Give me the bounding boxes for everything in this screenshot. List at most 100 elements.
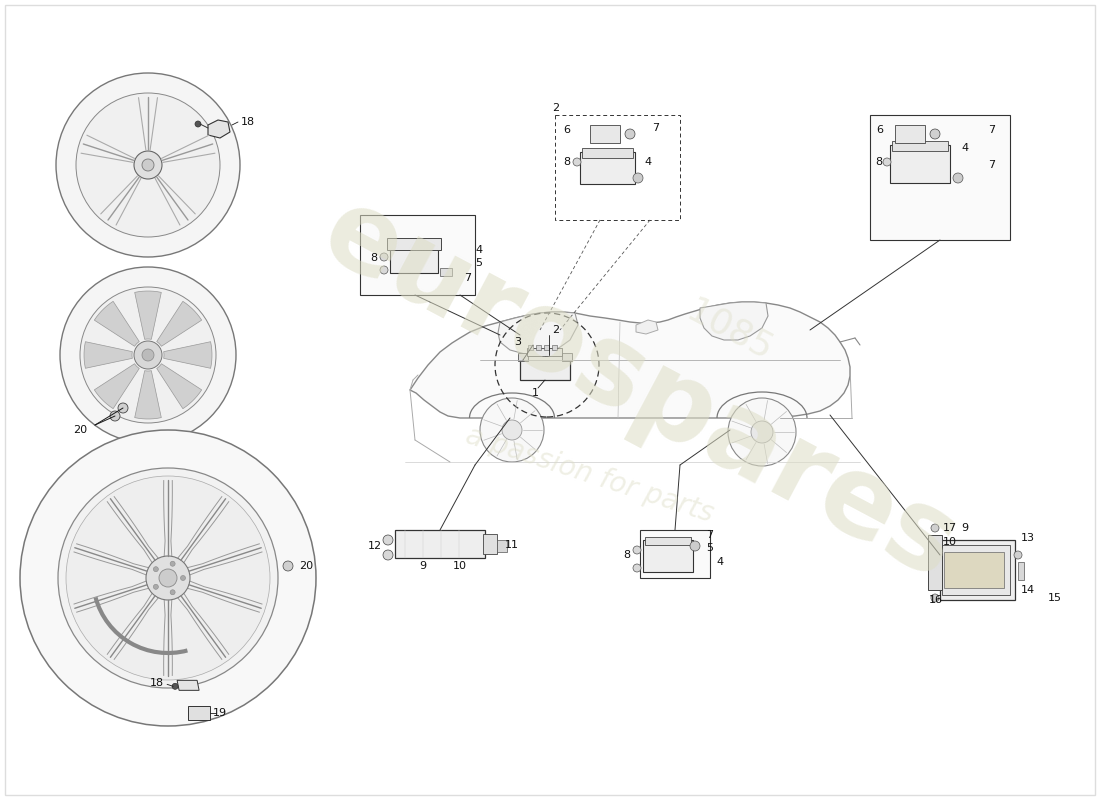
Text: 2: 2 (552, 103, 560, 113)
Circle shape (931, 524, 939, 532)
Text: 16: 16 (930, 595, 943, 605)
Text: 5: 5 (706, 543, 714, 553)
Circle shape (180, 575, 186, 581)
Bar (544, 345, 549, 350)
Circle shape (930, 129, 940, 139)
Circle shape (110, 411, 120, 421)
Circle shape (379, 253, 388, 261)
Text: 18: 18 (150, 678, 164, 688)
Text: 9: 9 (961, 523, 969, 533)
Circle shape (728, 398, 796, 466)
Bar (390, 245, 438, 273)
Polygon shape (636, 320, 658, 334)
Polygon shape (700, 302, 768, 340)
Text: 15: 15 (1048, 593, 1062, 603)
Bar (497, 540, 507, 552)
Bar (1018, 562, 1024, 580)
Text: 8: 8 (624, 550, 630, 560)
Text: 17: 17 (943, 523, 957, 533)
Circle shape (625, 129, 635, 139)
Circle shape (379, 266, 388, 274)
Circle shape (170, 562, 175, 566)
Bar (942, 545, 1010, 595)
Circle shape (146, 556, 190, 600)
Text: 3: 3 (515, 337, 521, 347)
Circle shape (502, 420, 522, 440)
Text: 4: 4 (716, 557, 724, 567)
Bar (387, 238, 441, 250)
Circle shape (480, 398, 544, 462)
Bar (940, 540, 1015, 600)
Circle shape (142, 349, 154, 361)
Circle shape (118, 403, 128, 413)
Circle shape (56, 73, 240, 257)
Circle shape (931, 594, 939, 602)
Circle shape (690, 541, 700, 551)
Text: 7: 7 (989, 160, 996, 170)
Text: 8: 8 (876, 157, 882, 167)
Polygon shape (177, 680, 199, 690)
Bar (483, 534, 497, 554)
Polygon shape (134, 291, 162, 339)
Circle shape (134, 151, 162, 179)
Bar (644, 540, 693, 572)
Bar (944, 552, 1004, 588)
Bar (590, 125, 620, 143)
Text: 6: 6 (563, 125, 571, 135)
Circle shape (383, 550, 393, 560)
Bar (520, 355, 570, 380)
Text: 4: 4 (961, 143, 969, 153)
Polygon shape (870, 115, 1010, 240)
Text: 12: 12 (367, 541, 382, 551)
Polygon shape (164, 342, 212, 368)
Text: 18: 18 (241, 117, 255, 127)
Circle shape (632, 173, 644, 183)
Circle shape (80, 287, 216, 423)
Circle shape (170, 590, 175, 594)
Text: 10: 10 (453, 561, 468, 571)
Text: 6: 6 (877, 125, 883, 135)
Circle shape (883, 158, 891, 166)
Text: 5: 5 (475, 258, 483, 268)
Text: 13: 13 (1021, 533, 1035, 543)
Text: 20: 20 (73, 425, 87, 435)
Circle shape (160, 569, 177, 587)
Polygon shape (84, 342, 132, 368)
Circle shape (153, 566, 158, 572)
Text: 7: 7 (989, 125, 996, 135)
Circle shape (283, 561, 293, 571)
Circle shape (632, 546, 641, 554)
Text: eurospares: eurospares (305, 178, 976, 602)
Text: 1: 1 (531, 388, 539, 398)
Bar (928, 535, 942, 590)
Bar (552, 345, 557, 350)
Circle shape (66, 476, 270, 680)
Circle shape (195, 121, 201, 127)
Bar (895, 125, 925, 143)
Polygon shape (360, 215, 475, 295)
Circle shape (632, 564, 641, 572)
Bar (528, 345, 534, 350)
Polygon shape (134, 370, 162, 419)
Bar (582, 148, 632, 158)
Text: 8: 8 (371, 253, 377, 263)
Text: 7: 7 (464, 273, 472, 283)
Bar (395, 530, 485, 558)
Text: 19: 19 (213, 708, 227, 718)
Text: 4: 4 (645, 157, 651, 167)
Polygon shape (156, 364, 201, 409)
Text: a passion for parts: a passion for parts (462, 422, 717, 528)
Text: 11: 11 (505, 540, 519, 550)
Circle shape (1014, 551, 1022, 559)
Text: 20: 20 (299, 561, 314, 571)
Circle shape (60, 267, 236, 443)
Circle shape (76, 93, 220, 237)
Circle shape (573, 158, 581, 166)
Bar (536, 345, 541, 350)
Polygon shape (95, 364, 140, 409)
Text: 8: 8 (563, 157, 571, 167)
Bar (580, 152, 635, 184)
Polygon shape (410, 302, 850, 418)
Text: 14: 14 (1021, 585, 1035, 595)
Bar (527, 348, 562, 356)
